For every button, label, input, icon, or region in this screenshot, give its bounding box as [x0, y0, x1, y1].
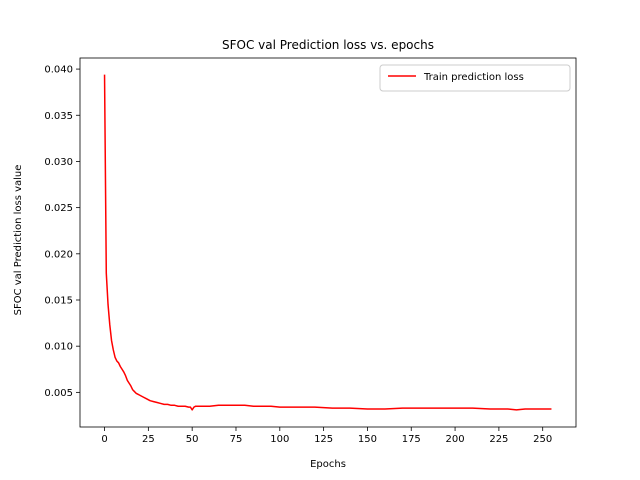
plot-area: [79, 57, 577, 428]
x-axis: 0 25 50 75 100 125 150 175 200 225 250: [101, 427, 552, 445]
x-tick-label: 200: [446, 434, 465, 445]
x-tick-label: 75: [230, 434, 243, 445]
y-tick-label: 0.020: [44, 249, 73, 260]
y-tick-label: 0.040: [44, 65, 73, 76]
y-tick-label: 0.010: [44, 342, 73, 353]
x-tick-label: 250: [533, 434, 552, 445]
y-tick-label: 0.030: [44, 157, 73, 168]
x-tick-label: 125: [314, 434, 333, 445]
y-axis: 0.005 0.010 0.015 0.020 0.025 0.030 0.035 0.040: [44, 65, 80, 399]
x-tick-label: 50: [186, 434, 199, 445]
x-tick-label: 100: [270, 434, 289, 445]
y-axis-label: SFOC val Prediction loss value: [13, 165, 24, 316]
legend-label-train-prediction-loss: Train prediction loss: [423, 72, 524, 83]
x-tick-label: 225: [489, 434, 508, 445]
x-tick-label: 25: [142, 434, 155, 445]
x-tick-label: 0: [101, 434, 107, 445]
legend-box: [379, 64, 571, 92]
y-tick-label: 0.025: [44, 203, 73, 214]
chart-title: SFOC val Prediction loss vs. epochs: [222, 38, 434, 52]
legend: Train prediction loss: [379, 64, 571, 92]
x-tick-label: 175: [402, 434, 421, 445]
axes-frame: [79, 57, 577, 428]
x-axis-label: Epochs: [310, 459, 346, 470]
y-tick-label: 0.035: [44, 111, 73, 122]
y-tick-label: 0.005: [44, 388, 73, 399]
y-tick-label: 0.015: [44, 295, 73, 306]
series-line-train-prediction-loss: [103, 74, 552, 411]
x-tick-label: 150: [358, 434, 377, 445]
